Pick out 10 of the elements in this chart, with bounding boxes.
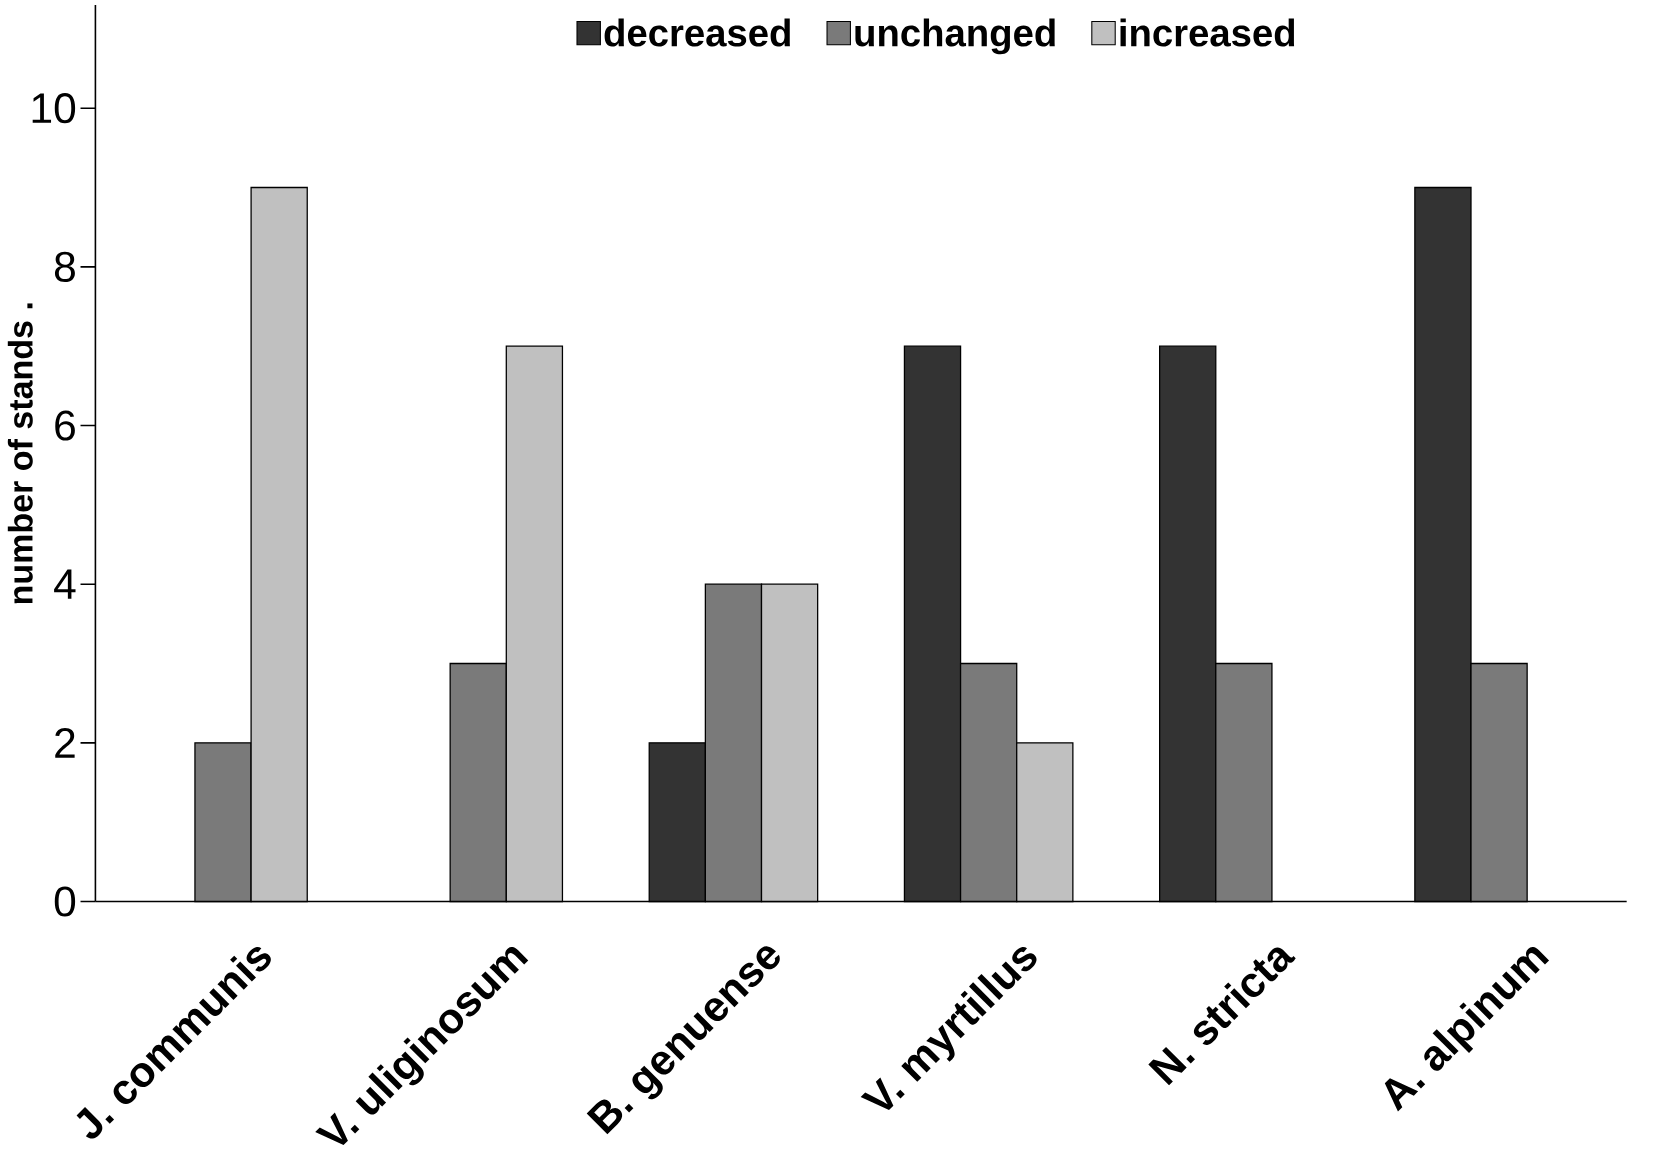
legend-label: decreased bbox=[604, 18, 790, 47]
y-tick-label: 4 bbox=[54, 569, 76, 600]
legend-label: unchanged bbox=[855, 18, 1055, 55]
y-tick-label: 2 bbox=[55, 728, 75, 758]
y-tick-label: 10 bbox=[32, 93, 76, 124]
y-tick-label: 8 bbox=[54, 251, 75, 283]
legend-label: increased bbox=[1120, 18, 1295, 47]
y-tick-label: 6 bbox=[55, 410, 75, 441]
y-tick-label: 0 bbox=[54, 886, 76, 917]
y-axis-title: number of stands . bbox=[7, 303, 33, 604]
